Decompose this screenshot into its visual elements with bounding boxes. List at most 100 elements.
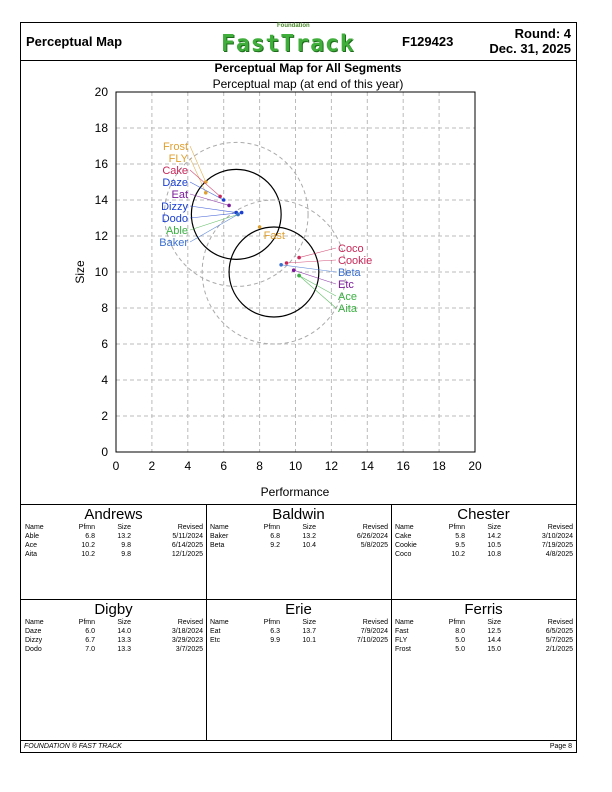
table-cell: Beta [210,542,225,549]
table-row: Baker 6.8 13.2 6/26/2024 [210,532,388,541]
product-table: Name Pfmn Size Revised Fast 8.0 12.5 6/5/2025 FL… [395,618,573,654]
column-header: Name [210,619,229,626]
x-tick-label: 12 [325,459,339,473]
table-cell: Eat [210,628,221,635]
column-header: Pfmn [263,619,280,626]
table-cell: 6.8 [85,533,95,540]
team-panel-chester: Chester Name Pfmn Size Revised Cake 5.8 14.2 3/1… [391,504,576,599]
table-cell: 13.2 [117,533,131,540]
table-cell: 10.1 [302,637,316,644]
table-row: Cake 5.8 14.2 3/10/2024 [395,532,573,541]
product-label: Cookie [338,255,372,267]
table-cell: Cake [395,533,412,540]
product-table: Name Pfmn Size Revised Able 6.8 13.2 5/11/2024 A… [25,523,203,559]
team-name: Erie [285,601,312,618]
product-label: Dodo [162,213,188,225]
table-header: Name Pfmn Size Revised [25,523,203,532]
product-marker [297,273,301,278]
column-header: Revised [547,524,573,531]
column-header: Revised [177,524,203,531]
table-cell: 10.5 [487,542,501,549]
column-header: Revised [547,619,573,626]
table-cell: 6/5/2025 [545,628,573,635]
table-cell: 13.7 [302,628,316,635]
report-footer: FOUNDATION ® FAST TRACK Page 8 [21,740,576,752]
company-code: F129423 [402,34,454,49]
table-cell: 3/29/2023 [171,637,203,644]
label-leader-line [189,214,239,243]
team-name: Andrews [84,506,143,523]
product-label: Eat [171,189,188,201]
product-label: FLY [169,153,189,165]
foundation-logo-text: Foundation [277,23,310,29]
table-cell: Aita [25,551,38,558]
product-table: Name Pfmn Size Revised Cake 5.8 14.2 3/10/2024 C… [395,523,573,559]
column-header: Revised [177,619,203,626]
x-axis-label: Performance [261,485,330,499]
team-name: Chester [457,506,510,523]
label-leader-line [299,247,337,258]
table-cell: 8.0 [455,628,465,635]
label-leader-line [298,275,337,309]
table-cell: Dizzy [25,637,43,644]
table-row: Frost 5.0 15.0 2/1/2025 [395,645,573,654]
table-cell: 10.2 [81,542,95,549]
table-cell: Able [25,533,40,540]
table-row: Eat 6.3 13.7 7/9/2024 [210,627,388,636]
team-panel-andrews: Andrews Name Pfmn Size Revised Able 6.8 13.2 5/1… [21,504,207,599]
column-header: Pfmn [78,619,95,626]
table-row: Dizzy 6.7 13.3 3/29/2023 [25,636,203,645]
page-number: Page 8 [549,743,572,750]
y-tick-label: 16 [95,157,109,171]
column-header: Revised [362,619,388,626]
table-cell: 5/8/2025 [360,542,388,549]
table-cell: 7.0 [85,646,95,653]
team-name: Ferris [464,601,503,618]
product-label: Etc [338,279,354,291]
round-date: Dec. 31, 2025 [489,41,571,56]
product-marker [279,263,283,267]
perceptual-map-chart: Perceptual Map for All Segments Perceptua… [73,61,482,499]
table-header: Name Pfmn Size Revised [395,618,573,627]
product-marker [227,203,231,208]
table-cell: 5.0 [455,637,465,644]
table-cell: 4/8/2025 [545,551,573,558]
table-cell: 6.3 [270,628,280,635]
label-leader-line [189,145,207,183]
table-cell: 13.3 [117,646,131,653]
column-header: Name [395,619,414,626]
table-row: Daze 6.0 14.0 3/18/2024 [25,627,203,636]
table-cell: 5/7/2025 [545,637,573,644]
product-table: Name Pfmn Size Revised Baker 6.8 13.2 6/26/2024… [210,523,388,550]
product-marker [239,210,244,215]
segment-circle [228,226,320,318]
label-leader-line [189,181,224,201]
segment-circle [163,141,309,287]
table-cell: 9.8 [121,551,131,558]
product-label: Frost [163,141,188,153]
product-marker [257,225,262,229]
round-info: Round: 4 Dec. 31, 2025 [489,26,571,56]
y-tick-label: 14 [95,193,109,207]
label-leader-line [189,157,207,193]
table-cell: 14.4 [487,637,501,644]
label-leader-line [293,269,337,285]
table-row: Fast 8.0 12.5 6/5/2025 [395,627,573,636]
team-panel-baldwin: Baldwin Name Pfmn Size Revised Baker 6.8 13.2 6/… [206,504,392,599]
product-table: Name Pfmn Size Revised Daze 6.0 14.0 3/18/2024 D… [25,618,203,654]
y-axis-label: Size [73,260,87,284]
team-name: Digby [94,601,133,618]
column-header: Size [487,524,501,531]
product-marker [236,212,240,217]
table-cell: 9.2 [270,542,280,549]
table-cell: Coco [395,551,412,558]
chart-subtitle: Perceptual map (at end of this year) [213,77,404,91]
table-row: Ace 10.2 9.8 6/14/2025 [25,541,203,550]
product-marker [203,180,208,184]
x-tick-label: 18 [432,459,446,473]
x-tick-label: 16 [397,459,411,473]
x-tick-label: 0 [113,459,120,473]
product-marker [297,255,301,260]
table-cell: 9.8 [121,542,131,549]
